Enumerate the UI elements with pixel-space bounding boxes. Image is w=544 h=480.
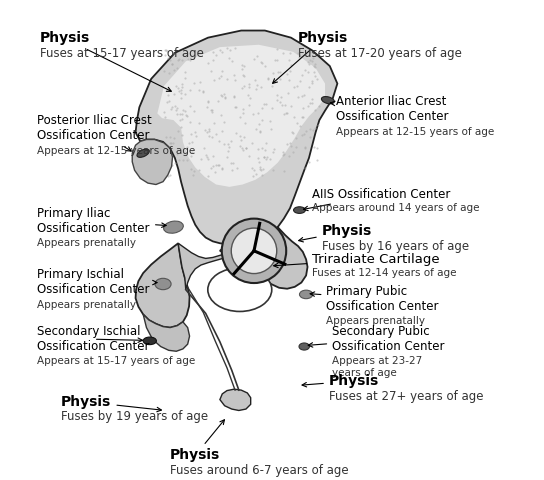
Text: Fuses at 27+ years of age: Fuses at 27+ years of age: [329, 390, 484, 403]
Text: Physis: Physis: [40, 32, 171, 91]
Text: Physis: Physis: [273, 32, 348, 84]
Ellipse shape: [299, 343, 310, 350]
Text: Appears prenatally: Appears prenatally: [38, 238, 137, 248]
Text: Physis: Physis: [170, 420, 225, 462]
Text: Fuses by 19 years of age: Fuses by 19 years of age: [61, 410, 208, 423]
Text: Physis: Physis: [302, 374, 379, 388]
Ellipse shape: [155, 278, 171, 289]
Text: Triradiate Cartilage: Triradiate Cartilage: [274, 253, 440, 268]
Text: Physis: Physis: [299, 224, 372, 242]
Text: Appears at 12-15 years of age: Appears at 12-15 years of age: [38, 145, 196, 156]
Text: Fuses around 6-7 years of age: Fuses around 6-7 years of age: [170, 464, 349, 477]
Polygon shape: [157, 45, 325, 187]
Polygon shape: [132, 140, 172, 184]
Polygon shape: [178, 243, 241, 289]
Text: Appears at 23-27
years of age: Appears at 23-27 years of age: [332, 357, 422, 378]
Circle shape: [231, 228, 277, 274]
Ellipse shape: [300, 290, 313, 299]
Text: Secondary Pubic
Ossification Center: Secondary Pubic Ossification Center: [308, 325, 444, 353]
Text: Fuses at 15-17 years of age: Fuses at 15-17 years of age: [40, 47, 204, 60]
Text: Primary Iliac
Ossification Center: Primary Iliac Ossification Center: [38, 207, 166, 235]
Polygon shape: [143, 314, 189, 351]
Ellipse shape: [143, 337, 157, 345]
Text: Appears prenatally: Appears prenatally: [38, 300, 137, 310]
Text: Appears around 14 years of age: Appears around 14 years of age: [312, 204, 480, 214]
Polygon shape: [135, 31, 337, 244]
Polygon shape: [220, 227, 307, 289]
Text: Fuses at 17-20 years of age: Fuses at 17-20 years of age: [298, 47, 462, 60]
Text: Secondary Ischial
Ossification Center: Secondary Ischial Ossification Center: [38, 325, 150, 353]
Text: AIIS Ossification Center: AIIS Ossification Center: [304, 188, 450, 211]
Polygon shape: [135, 243, 189, 327]
Text: Appears at 12-15 years of age: Appears at 12-15 years of age: [336, 127, 494, 137]
Text: Anterior Iliac Crest
Ossification Center: Anterior Iliac Crest Ossification Center: [330, 96, 448, 123]
Ellipse shape: [164, 221, 183, 233]
Ellipse shape: [137, 149, 149, 157]
Text: Appears at 15-17 years of age: Appears at 15-17 years of age: [38, 357, 196, 366]
Text: Primary Ischial
Ossification Center: Primary Ischial Ossification Center: [38, 268, 157, 296]
Circle shape: [222, 218, 286, 283]
Text: Physis: Physis: [61, 395, 162, 412]
Ellipse shape: [294, 207, 305, 214]
Text: Fuses by 16 years of age: Fuses by 16 years of age: [322, 240, 469, 253]
Text: Posterior Iliac Crest
Ossification Center: Posterior Iliac Crest Ossification Cente…: [38, 114, 152, 151]
Text: Primary Pubic
Ossification Center: Primary Pubic Ossification Center: [310, 285, 439, 313]
Polygon shape: [220, 389, 251, 410]
Text: Appears prenatally: Appears prenatally: [326, 316, 425, 326]
Ellipse shape: [322, 96, 335, 104]
Text: Fuses at 12-14 years of age: Fuses at 12-14 years of age: [312, 268, 457, 278]
Ellipse shape: [208, 268, 272, 312]
